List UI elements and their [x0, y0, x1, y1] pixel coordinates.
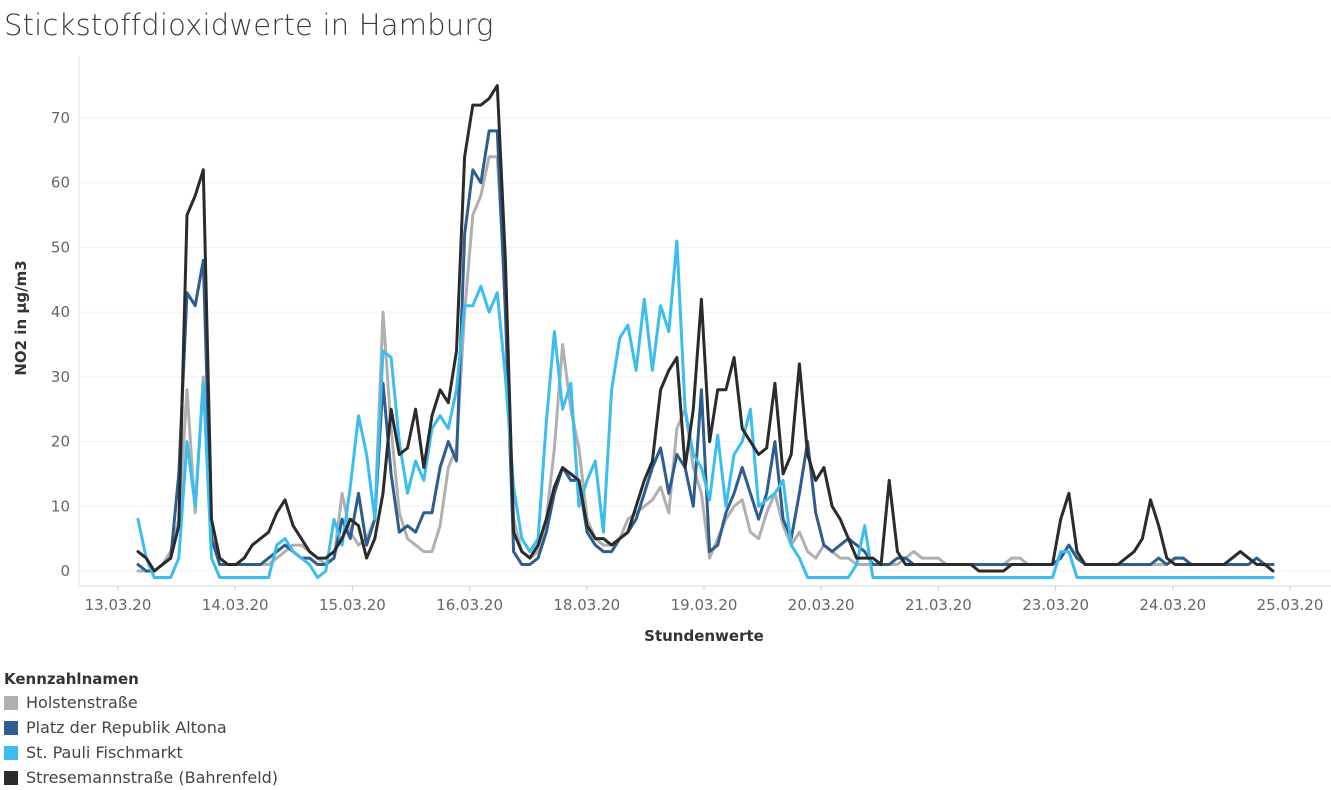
- x-tick-label: 21.03.20: [905, 596, 972, 614]
- legend-label: Platz der Republik Altona: [26, 718, 227, 737]
- x-tick-label: 16.03.20: [436, 596, 503, 614]
- x-axis-title: Stundenwerte: [644, 627, 764, 645]
- x-axis-ticks: 13.03.20 14.03.20 15.03.20 16.03.20 18.03.20…: [85, 586, 1324, 614]
- x-tick-label: 20.03.20: [788, 596, 855, 614]
- y-tick-label: 20: [51, 433, 70, 451]
- legend-item[interactable]: Platz der Republik Altona: [4, 715, 278, 740]
- legend-item[interactable]: St. Pauli Fischmarkt: [4, 740, 278, 765]
- y-axis-title: NO2 in µg/m3: [12, 260, 30, 375]
- y-tick-label: 70: [51, 109, 70, 127]
- legend-swatch: [4, 695, 18, 710]
- x-tick-label: 23.03.20: [1022, 596, 1089, 614]
- x-tick-label: 13.03.20: [85, 596, 152, 614]
- legend-item[interactable]: Holstenstraße: [4, 690, 278, 715]
- series-line-2: [136, 239, 1275, 579]
- y-tick-label: 60: [51, 174, 70, 192]
- x-tick-label: 15.03.20: [319, 596, 386, 614]
- legend-label: St. Pauli Fischmarkt: [26, 743, 183, 762]
- series-layer: [136, 84, 1275, 579]
- chart-title: Stickstoffdioxidwerte in Hamburg: [4, 8, 494, 42]
- y-tick-label: 30: [51, 368, 70, 386]
- y-tick-label: 50: [51, 238, 70, 256]
- legend-items: Holstenstraße Platz der Republik Altona St…: [4, 690, 278, 790]
- series-line-3: [136, 84, 1275, 573]
- x-tick-label: 14.03.20: [202, 596, 269, 614]
- legend: Kennzahlnamen Holstenstraße Platz der Rep…: [4, 670, 278, 790]
- legend-label: Stresemannstraße (Bahrenfeld): [26, 768, 279, 787]
- legend-swatch: [4, 720, 18, 735]
- x-tick-label: 19.03.20: [671, 596, 738, 614]
- legend-item[interactable]: Stresemannstraße (Bahrenfeld): [4, 765, 278, 790]
- y-tick-label: 40: [51, 303, 70, 321]
- y-tick-label: 10: [51, 497, 70, 515]
- y-tick-label: 0: [60, 562, 70, 580]
- legend-label: Holstenstraße: [26, 693, 138, 712]
- line-chart: 0 10 20 30 40 50 60 70 13.03.20 14.03.20 15.03.20…: [12, 56, 1331, 645]
- x-tick-label: 18.03.20: [553, 596, 620, 614]
- y-axis-ticks: 0 10 20 30 40 50 60 70: [51, 109, 70, 580]
- legend-title: Kennzahlnamen: [4, 670, 139, 688]
- legend-swatch: [4, 745, 18, 760]
- x-tick-label: 25.03.20: [1257, 596, 1324, 614]
- legend-swatch: [4, 770, 18, 785]
- x-tick-label: 24.03.20: [1139, 596, 1206, 614]
